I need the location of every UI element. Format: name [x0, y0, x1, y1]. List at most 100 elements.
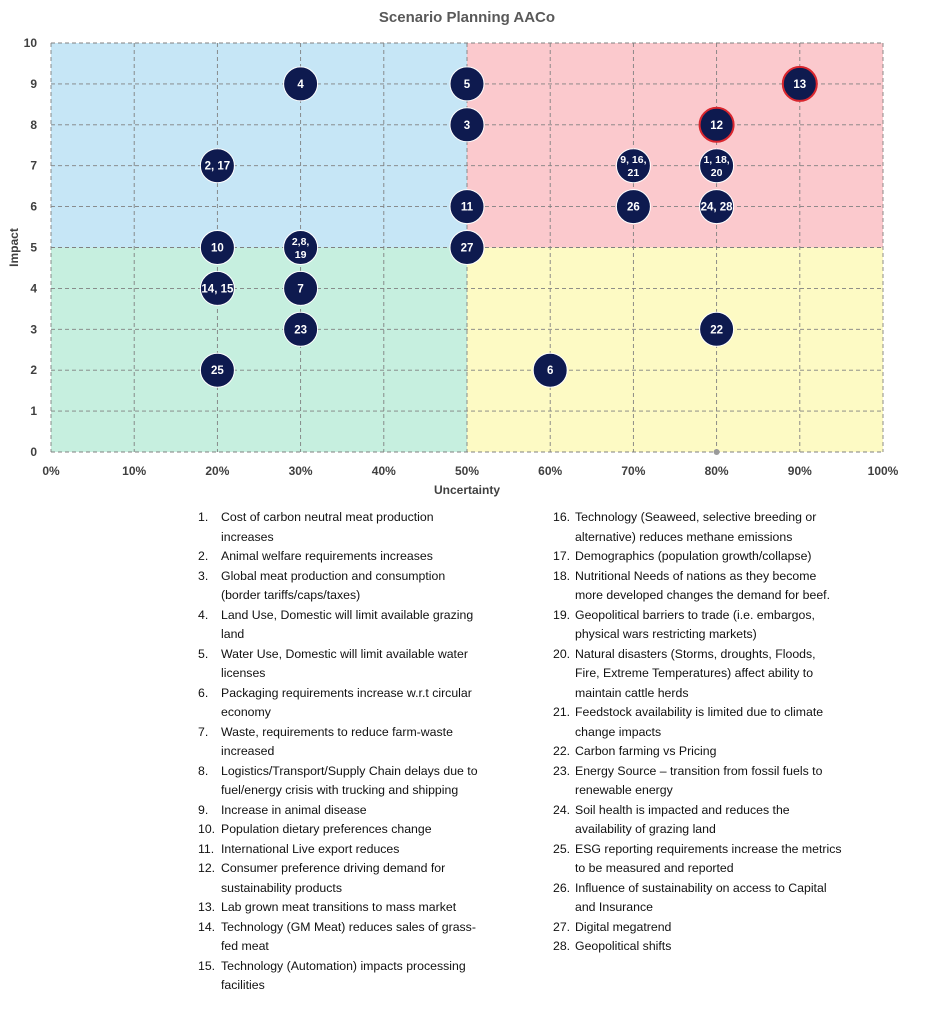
chart-svg: Scenario Planning AACo 0% 10% 20% 30% 40% 50% 6…	[7, 9, 899, 497]
legend-item: 6. Packaging requirements increase w.r.t …	[198, 684, 488, 723]
data-point-marker	[199, 230, 235, 265]
x-tick-label: 80%	[705, 464, 729, 478]
data-point-label: 23	[294, 324, 307, 336]
data-point: 14, 15	[199, 270, 235, 306]
legend-item-number: 7.	[198, 724, 209, 739]
data-point-label: 11	[461, 202, 474, 214]
legend-list-right: 16. Technology (Seaweed, selective breedi…	[553, 508, 843, 957]
x-tick-label: 40%	[372, 464, 396, 478]
legend-item-number: 12.	[198, 861, 216, 875]
x-tick-label: 30%	[289, 464, 313, 478]
y-tick-label: 2	[30, 363, 37, 377]
legend-item-text: Soil health is impacted and reduces the …	[575, 802, 790, 837]
legend-item-text: Lab grown meat transitions to mass marke…	[221, 900, 457, 914]
legend-item-text: Digital megatrend	[575, 919, 672, 934]
legend-item-text: Increase in animal disease	[221, 802, 367, 817]
legend-item: 15. Technology (Automation) impacts proce…	[198, 957, 488, 996]
legend-item-number: 22.	[553, 744, 571, 758]
data-point-marker	[615, 189, 651, 225]
data-point-marker	[283, 311, 319, 347]
legend-item: 12. Consumer preference driving demand fo…	[198, 859, 488, 898]
quadrant-background-3	[51, 247, 467, 452]
data-point: 6	[532, 352, 568, 388]
data-point: 2,8, 19	[283, 230, 319, 265]
legend-item-text: Water Use, Domestic will limit available…	[221, 646, 468, 681]
legend-item-number: 24.	[553, 802, 571, 817]
data-point-label: 22	[710, 324, 723, 336]
legend-item: 1. Cost of carbon neutral meat production…	[198, 508, 488, 547]
legend-item-text: Population dietary preferences change	[221, 822, 432, 836]
data-point: 1, 18, 20	[699, 148, 735, 184]
data-point-label: 25	[211, 365, 224, 377]
data-point-label: 4	[297, 79, 304, 91]
legend-item-number: 4.	[198, 607, 209, 622]
axis-marker-dot	[713, 449, 720, 455]
data-point-label: 5	[464, 79, 471, 91]
data-point: 4	[283, 66, 319, 102]
data-point: 27	[449, 230, 485, 265]
legend-item: 23. Energy Source – transition from fossi…	[553, 762, 843, 801]
data-point-label: 2,8, 19	[292, 236, 310, 261]
legend-item-text: Demographics (population growth/collapse…	[575, 549, 812, 563]
data-point: 11	[449, 189, 485, 225]
data-point-label: 6	[547, 365, 553, 377]
legend-item-number: 23.	[553, 763, 571, 778]
legend-item: 26. Influence of sustainability on access…	[553, 879, 843, 918]
data-point-marker	[699, 148, 735, 184]
legend-item: 27. Digital megatrend	[553, 918, 843, 938]
legend-item-text: Technology (Automation) impacts processi…	[221, 958, 466, 993]
legend-item-text: Packaging requirements increase w.r.t ci…	[221, 685, 472, 720]
data-point-label: 14, 15	[201, 283, 234, 295]
y-tick-label: 1	[30, 404, 37, 418]
data-point: 23	[283, 311, 319, 347]
legend-item-number: 6.	[198, 685, 209, 700]
data-point: 24, 28	[699, 189, 735, 225]
data-point: 7	[283, 270, 319, 306]
data-point-marker	[199, 148, 235, 184]
x-tick-label: 90%	[788, 464, 812, 478]
legend-item: 10. Population dietary preferences change	[198, 820, 488, 840]
legend-item-text: Nutritional Needs of nations as they bec…	[575, 568, 830, 603]
y-axis-title: Impact	[7, 228, 21, 267]
legend-item: 21. Feedstock availability is limited due…	[553, 703, 843, 742]
legend-item-number: 8.	[198, 763, 209, 778]
legend-item-number: 15.	[198, 958, 216, 973]
legend-item-number: 17.	[553, 549, 571, 563]
legend-item-number: 10.	[198, 822, 216, 836]
data-point-label: 24, 28	[701, 202, 734, 214]
data-point: 22	[699, 311, 735, 347]
legend-item-number: 2.	[198, 549, 209, 563]
data-point-marker	[199, 270, 235, 306]
legend-item-text: Cost of carbon neutral meat production i…	[221, 510, 434, 544]
data-point-label: 10	[211, 243, 224, 255]
legend-item: 2. Animal welfare requirements increases	[198, 547, 488, 567]
data-point-marker	[781, 65, 818, 102]
x-tick-label: 100%	[868, 464, 899, 478]
data-point-label: 7	[297, 283, 303, 295]
data-point-label: 1, 18, 20	[703, 154, 729, 179]
y-tick-label: 9	[30, 77, 37, 91]
legend-item-text: ESG reporting requirements increase the …	[575, 841, 842, 876]
data-point-marker	[449, 230, 485, 265]
y-tick-label: 6	[30, 200, 37, 214]
legend-item-text: International Live export reduces	[221, 841, 400, 856]
legend-item-number: 20.	[553, 646, 571, 661]
x-tick-label: 70%	[621, 464, 645, 478]
data-point-label: 26	[627, 202, 640, 214]
data-point-marker	[615, 148, 651, 184]
y-tick-label: 3	[30, 322, 37, 336]
legend-item-number: 13.	[198, 900, 216, 914]
legend-item-text: Consumer preference driving demand for s…	[221, 861, 446, 895]
legend-item-text: Animal welfare requirements increases	[221, 549, 433, 563]
legend-item-text: Land Use, Domestic will limit available …	[221, 607, 474, 642]
quadrant-background-2	[467, 43, 883, 248]
legend-item-number: 1.	[198, 510, 209, 524]
data-point: 10	[199, 230, 235, 265]
legend-item-text: Natural disasters (Storms, droughts, Flo…	[575, 646, 816, 700]
data-point-label: 12	[710, 120, 723, 132]
legend-item-number: 18.	[553, 568, 571, 583]
data-point: 3	[449, 107, 485, 143]
legend-item-number: 28.	[553, 939, 571, 953]
legend-item-number: 3.	[198, 568, 209, 583]
legend-item: 11. International Live export reduces	[198, 840, 488, 860]
